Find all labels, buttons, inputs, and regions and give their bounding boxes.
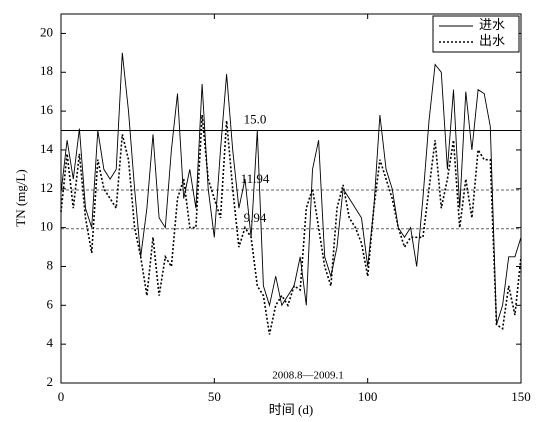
- legend-label: 出水: [479, 33, 505, 48]
- x-axis-label: 时间 (d): [269, 402, 313, 417]
- y-tick-label: 12: [40, 180, 53, 195]
- x-tick-label: 150: [511, 389, 531, 404]
- plot-frame: [60, 13, 522, 384]
- reference-label: 9.94: [244, 210, 267, 225]
- y-tick-label: 14: [40, 141, 54, 156]
- annotation: 2008.8—2009.1: [272, 370, 344, 382]
- series-line: [60, 114, 522, 335]
- x-tick-label: 0: [58, 389, 65, 404]
- reference-label: 15.0: [244, 112, 267, 127]
- series-line: [60, 52, 522, 325]
- legend-box: [432, 15, 520, 53]
- y-tick-label: 8: [47, 257, 54, 272]
- y-tick-label: 20: [40, 24, 53, 39]
- y-tick-label: 6: [47, 296, 54, 311]
- y-tick-label: 18: [40, 63, 53, 78]
- reference-label: 11.94: [241, 171, 270, 186]
- y-axis-label: TN (mg/L): [13, 169, 28, 226]
- y-tick-label: 16: [40, 102, 54, 117]
- x-tick-label: 50: [208, 389, 221, 404]
- y-tick-label: 2: [47, 374, 54, 389]
- x-tick-label: 100: [358, 389, 378, 404]
- y-tick-label: 10: [40, 219, 53, 234]
- y-tick-label: 4: [47, 335, 54, 350]
- legend-label: 进水: [479, 17, 505, 32]
